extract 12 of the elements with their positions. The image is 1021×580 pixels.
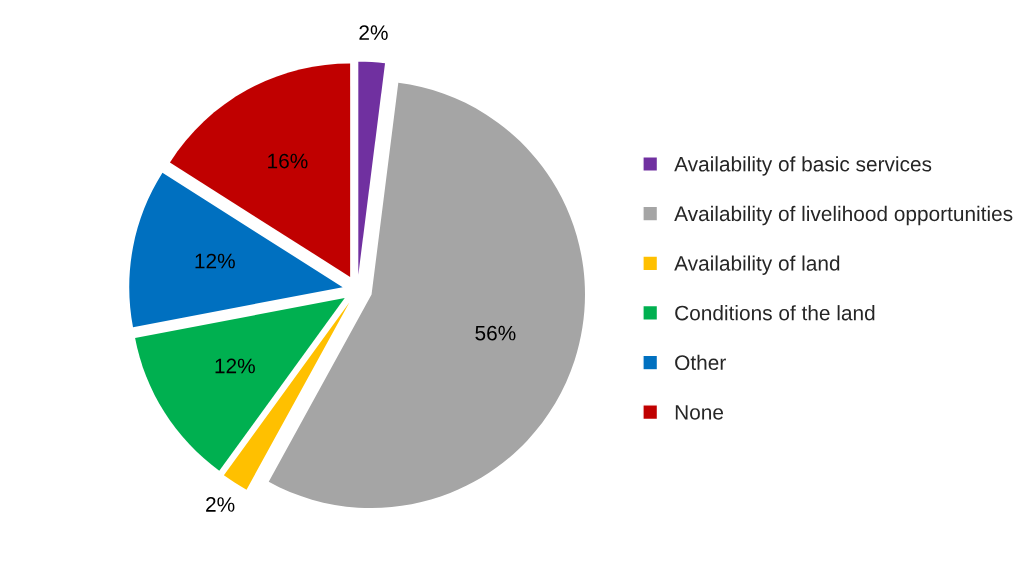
data-label: 2% xyxy=(359,25,388,40)
data-label: 12% xyxy=(215,358,255,374)
data-label: 12% xyxy=(195,253,235,269)
legend-label: Other xyxy=(675,354,726,371)
legend-label: Conditions of the land xyxy=(675,305,875,321)
legend-label: Availability of livelihood opportunities xyxy=(674,205,1013,226)
legend-label: Availability of basic services xyxy=(674,156,932,176)
legend-label: None xyxy=(675,405,724,420)
data-label: 16% xyxy=(268,153,308,169)
data-label: 56% xyxy=(475,325,516,341)
data-label: 2% xyxy=(206,497,235,512)
legend-label: Availability of land xyxy=(674,255,840,275)
